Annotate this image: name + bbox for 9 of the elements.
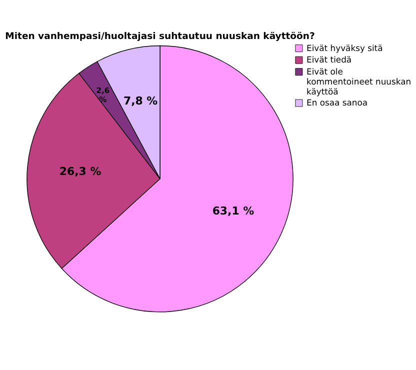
data-label: 7,8 %	[123, 94, 158, 108]
data-label: 2,6 %	[96, 86, 110, 104]
data-label: 63,1 %	[212, 204, 254, 218]
chart-title: Miten vanhempasi/huoltajasi suhtautuu nuuskan käyttöön?	[5, 31, 315, 42]
legend-label: En osaa sanoa	[306, 98, 368, 108]
legend-label: Eivät hyväksy sitä	[306, 42, 383, 53]
legend-label: Eivät tiedä	[306, 54, 352, 65]
data-label: 26,3 %	[59, 165, 102, 178]
legend-label: Eivät ole kommentoineet nuuskan käyttöä	[306, 66, 412, 97]
